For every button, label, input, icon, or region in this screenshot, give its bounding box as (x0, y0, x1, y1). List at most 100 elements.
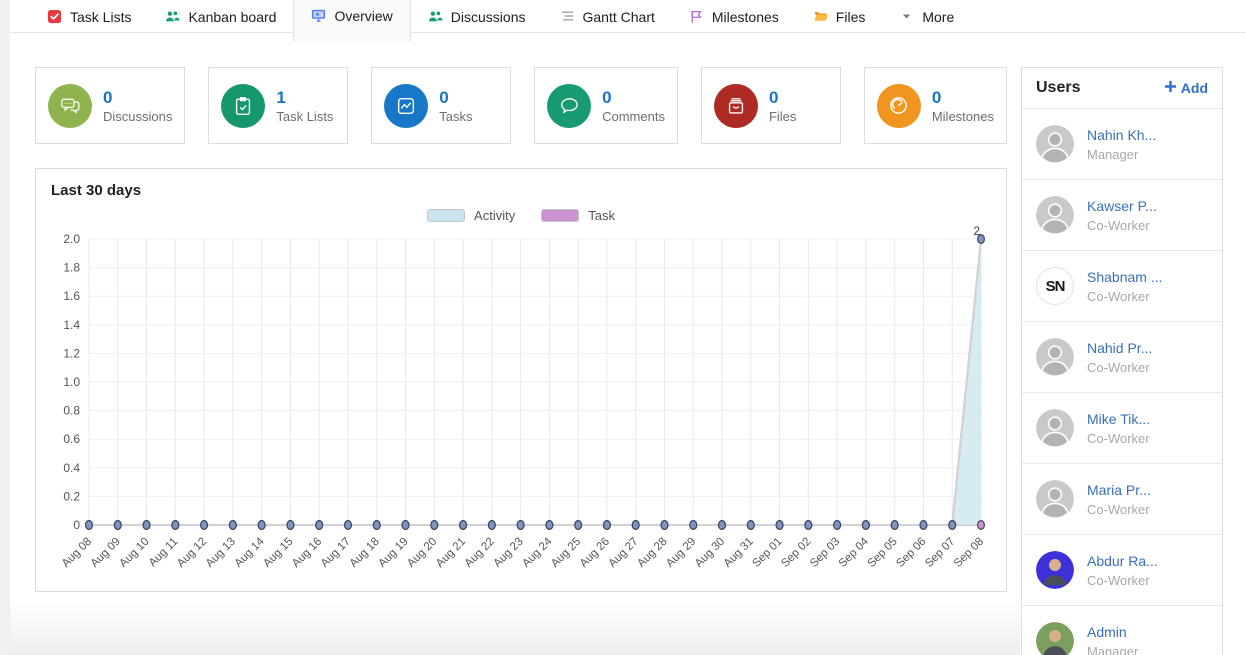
stat-card-discussions: 0 Discussions (35, 67, 186, 144)
svg-text:Aug 15: Aug 15 (261, 536, 295, 570)
svg-text:Aug 13: Aug 13 (204, 536, 238, 570)
user-row-abdur-ra[interactable]: Abdur Ra... Co-Worker (1022, 534, 1222, 605)
tab-files[interactable]: Files (796, 0, 883, 33)
project-tabbar: Task Lists Kanban board Overview Discuss… (10, 0, 1246, 42)
svg-text:Sep 07: Sep 07 (923, 536, 957, 570)
add-user-label: Add (1180, 80, 1208, 96)
milestones-icon (689, 9, 704, 24)
svg-text:Aug 30: Aug 30 (693, 536, 727, 570)
legend-swatch-activity (427, 209, 466, 222)
tab-discussions[interactable]: Discussions (411, 0, 543, 33)
svg-text:Sep 01: Sep 01 (750, 536, 784, 570)
stat-count: 0 (931, 88, 942, 108)
stat-card-task-lists: 1 Task Lists (208, 67, 349, 144)
users-panel: Users Add Nahin Kh... Manager Kawser P..… (1021, 67, 1223, 655)
svg-text:Aug 24: Aug 24 (520, 535, 555, 570)
stat-label: Discussions (103, 108, 173, 124)
stat-count: 0 (439, 88, 449, 108)
svg-text:Aug 23: Aug 23 (491, 536, 525, 570)
user-name-link[interactable]: Shabnam ... (1087, 268, 1163, 285)
user-name-link[interactable]: Kawser P... (1087, 197, 1157, 214)
task-lists-icon (47, 9, 62, 24)
svg-text:Aug 28: Aug 28 (635, 536, 669, 570)
tab-task-lists[interactable]: Task Lists (30, 0, 148, 33)
user-role: Manager (1087, 643, 1139, 655)
svg-text:Sep 02: Sep 02 (779, 536, 813, 570)
add-user-button[interactable]: Add (1164, 80, 1208, 96)
stat-card-comments: 0 Comments (534, 67, 678, 144)
svg-text:Aug 25: Aug 25 (549, 536, 583, 570)
comment-icon (547, 83, 592, 128)
user-row-nahin-kh[interactable]: Nahin Kh... Manager (1022, 108, 1222, 179)
user-row-mike-tik[interactable]: Mike Tik... Co-Worker (1022, 392, 1222, 463)
chat-bubbles-icon (48, 83, 92, 128)
chart-title: Last 30 days (51, 182, 142, 199)
stat-count: 0 (768, 88, 779, 108)
overview-icon (311, 8, 326, 23)
users-header: Users Add (1022, 68, 1222, 108)
user-name-link[interactable]: Admin (1087, 623, 1127, 640)
svg-text:Aug 21: Aug 21 (434, 536, 468, 570)
legend-item-task: Task (541, 208, 615, 223)
clipboard-check-icon (221, 83, 266, 128)
plus-icon (1164, 80, 1177, 96)
svg-text:2: 2 (973, 225, 980, 238)
svg-text:1.2: 1.2 (63, 346, 80, 360)
user-role: Co-Worker (1087, 288, 1150, 304)
stat-card-files: 0 Files (700, 67, 841, 144)
stat-count: 0 (602, 88, 612, 108)
stat-card-milestones: 0 Milestones (863, 67, 1007, 144)
legend-item-activity: Activity (427, 208, 515, 223)
avatar (1036, 622, 1074, 655)
svg-text:1.6: 1.6 (63, 289, 80, 303)
svg-text:0.6: 0.6 (63, 432, 80, 446)
stat-count: 0 (103, 88, 113, 108)
stat-label: Task Lists (276, 108, 334, 124)
stat-card-tasks: 0 Tasks (371, 67, 512, 144)
svg-text:Aug 19: Aug 19 (376, 536, 410, 570)
svg-text:0.4: 0.4 (63, 461, 80, 475)
svg-text:Aug 10: Aug 10 (117, 536, 151, 570)
stat-cards-row: 0 Discussions 1 Task Lists 0 Tasks 0 Com… (35, 67, 1007, 144)
svg-text:Aug 08: Aug 08 (60, 536, 94, 570)
stat-label: Files (768, 108, 797, 124)
user-role: Co-Worker (1087, 572, 1150, 588)
users-panel-title: Users (1036, 79, 1081, 96)
avatar: SN (1036, 267, 1074, 305)
svg-text:Sep 03: Sep 03 (808, 536, 842, 570)
main-column: 0 Discussions 1 Task Lists 0 Tasks 0 Com… (35, 67, 1007, 592)
svg-text:Sep 04: Sep 04 (837, 535, 872, 570)
user-name-link[interactable]: Nahid Pr... (1087, 339, 1153, 356)
user-name-link[interactable]: Nahin Kh... (1087, 126, 1157, 143)
sidebar-column: Users Add Nahin Kh... Manager Kawser P..… (1021, 67, 1223, 655)
tab-gantt-chart[interactable]: Gantt Chart (543, 0, 672, 33)
svg-text:Aug 16: Aug 16 (290, 536, 324, 570)
svg-text:Aug 18: Aug 18 (348, 536, 382, 570)
activity-chart-card: Last 30 days Activity Task 0 0.2 0.4 0.6 0.8 1… (35, 168, 1007, 592)
avatar (1036, 551, 1074, 589)
user-row-maria-pr[interactable]: Maria Pr... Co-Worker (1022, 463, 1222, 534)
tab-kanban-board[interactable]: Kanban board (148, 0, 293, 33)
svg-text:1.0: 1.0 (63, 375, 80, 389)
user-row-shabnam[interactable]: SN Shabnam ... Co-Worker (1022, 250, 1222, 321)
user-role: Manager (1087, 146, 1139, 162)
user-row-kawser-p[interactable]: Kawser P... Co-Worker (1022, 179, 1222, 250)
user-row-nahid-pr[interactable]: Nahid Pr... Co-Worker (1022, 321, 1222, 392)
tab-more[interactable]: More (882, 0, 971, 33)
stat-count: 1 (276, 88, 286, 108)
svg-text:Aug 20: Aug 20 (405, 536, 439, 570)
user-role: Co-Worker (1087, 217, 1150, 233)
tab-overview[interactable]: Overview (293, 0, 411, 42)
archive-icon (713, 83, 758, 128)
svg-text:Aug 09: Aug 09 (89, 536, 123, 570)
tab-milestones[interactable]: Milestones (672, 0, 796, 33)
user-row-admin[interactable]: Admin Manager (1022, 605, 1222, 655)
user-role: Co-Worker (1087, 430, 1150, 446)
svg-text:Aug 29: Aug 29 (664, 536, 698, 570)
svg-text:0.8: 0.8 (63, 404, 80, 418)
avatar (1036, 480, 1074, 518)
user-name-link[interactable]: Maria Pr... (1087, 481, 1151, 498)
user-name-link[interactable]: Abdur Ra... (1087, 552, 1158, 569)
user-name-link[interactable]: Mike Tik... (1087, 410, 1151, 427)
